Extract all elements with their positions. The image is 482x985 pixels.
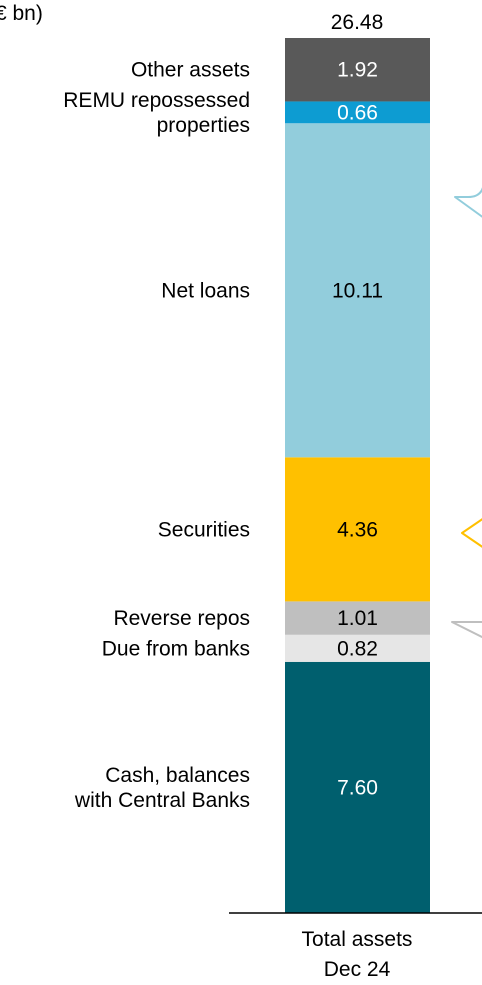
value-label-due-from-banks: 0.82 <box>337 637 378 660</box>
value-label-remu-repossessed-properties: 0.66 <box>337 101 378 124</box>
bar-segment-reverse-repos <box>285 601 430 635</box>
bar-segment-other-assets <box>285 38 430 102</box>
callout-brace-net-loans <box>454 187 482 218</box>
segment-label-reverse-repos: Reverse repos <box>113 607 250 630</box>
segment-label-cash-balances-with-central-banks-line-1: Cash, balances <box>105 764 250 787</box>
segment-label-remu-repossessed-properties-line-2: properties <box>157 114 250 137</box>
value-label-reverse-repos: 1.01 <box>337 607 378 630</box>
bar-segment-securities <box>285 457 430 602</box>
segment-label-securities: Securities <box>158 518 250 541</box>
callout-brace-securities <box>461 518 482 548</box>
value-label-securities: 4.36 <box>337 518 378 541</box>
segment-label-due-from-banks: Due from banks <box>102 637 250 660</box>
bar-segment-net-loans <box>285 123 430 458</box>
bar-segment-remu-repossessed-properties <box>285 101 430 124</box>
value-label-other-assets: 1.92 <box>337 59 378 82</box>
value-label-cash-balances-with-central-banks: 7.60 <box>337 776 378 799</box>
callout-brace-reverse-repos <box>451 621 482 639</box>
x-category-label-0: Total assets <box>302 928 413 951</box>
segment-label-net-loans: Net loans <box>161 279 250 302</box>
bar-segment-due-from-banks <box>285 634 430 662</box>
chart-title: (€ bn) <box>0 2 43 25</box>
segment-label-remu-repossessed-properties-line-1: REMU repossessed <box>63 89 250 112</box>
total-value-label: 26.48 <box>331 11 384 34</box>
bar-segment-cash-balances-with-central-banks <box>285 661 430 913</box>
segment-label-other-assets: Other assets <box>131 59 250 82</box>
x-category-label-1: Dec 24 <box>324 958 391 981</box>
segment-label-cash-balances-with-central-banks-line-2: with Central Banks <box>74 789 250 812</box>
value-label-net-loans: 10.11 <box>332 279 383 302</box>
